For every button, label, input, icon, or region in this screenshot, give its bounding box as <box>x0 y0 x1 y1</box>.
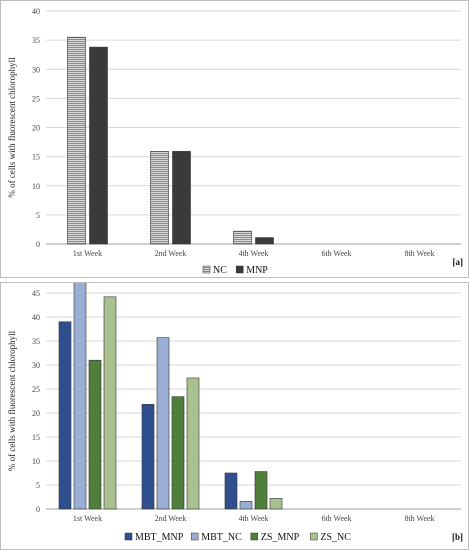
y-tick-label: 35 <box>32 36 40 45</box>
bar-mbt-mnp <box>141 404 155 510</box>
x-tick-label: 4th Week <box>238 514 268 523</box>
panel-label: [b] <box>452 532 463 542</box>
chart-panel-b: 0 5 10 15 20 25 30 35 40 45 % of cells with fluore… <box>0 282 469 550</box>
x-tick-label: 8th Week <box>404 249 434 258</box>
y-tick-label: 40 <box>32 7 40 16</box>
bar-nc <box>67 36 86 245</box>
chart-b-svg: 0 5 10 15 20 25 30 35 40 45 % of cells with fluore… <box>7 283 463 543</box>
x-tick-label: 2nd Week <box>155 514 187 523</box>
y-axis-label: % of cells with fluorescent chlorophyll <box>7 57 17 198</box>
x-tick-label: 6th Week <box>321 514 351 523</box>
y-tick-label: 40 <box>32 313 40 322</box>
panel-label: [a] <box>453 257 464 267</box>
legend-swatch <box>235 265 244 274</box>
y-tick-label: 30 <box>32 361 40 370</box>
bar-mbt-nc <box>73 283 87 510</box>
y-tick-label: 20 <box>32 409 40 418</box>
legend-label: ZS_MNP <box>261 532 300 543</box>
y-tick-label: 10 <box>32 457 40 466</box>
bar-mbt-nc <box>156 337 170 510</box>
legend-swatch <box>190 532 199 541</box>
legend-label: ZS_NC <box>320 532 351 543</box>
y-tick-label: 5 <box>36 211 40 220</box>
bar-mnp <box>255 237 274 245</box>
bar-mbt-mnp <box>58 321 72 510</box>
x-tick-label: 8th Week <box>404 514 434 523</box>
legend-label: MNP <box>246 265 268 276</box>
y-tick-label: 10 <box>32 182 40 191</box>
y-tick-label: 15 <box>32 153 40 162</box>
legend-swatch <box>250 532 259 541</box>
x-tick-label: 2nd Week <box>155 249 187 258</box>
x-tick-label: 1st Week <box>73 249 102 258</box>
bar-zs-nc <box>269 498 283 510</box>
bar-zs-nc <box>186 377 200 510</box>
legend-swatch <box>202 265 211 274</box>
y-tick-label: 0 <box>36 240 40 249</box>
bar-mbt-mnp <box>224 472 238 510</box>
bar-nc <box>150 151 169 245</box>
y-tick-label: 20 <box>32 124 40 133</box>
y-tick-label: 35 <box>32 337 40 346</box>
bar-mbt-nc <box>239 501 253 510</box>
y-tick-label: 25 <box>32 94 40 103</box>
legend-swatch <box>310 532 318 541</box>
y-tick-label: 45 <box>32 289 40 298</box>
chart-a-svg: 0 5 10 15 20 25 30 35 40 % of cells with fluoresc… <box>7 7 464 276</box>
bar-nc <box>233 230 252 245</box>
legend-swatch <box>124 532 133 541</box>
x-tick-label: 4th Week <box>238 249 268 258</box>
y-tick-label: 0 <box>36 505 40 514</box>
y-tick-label: 5 <box>36 481 40 490</box>
bar-zs-nc <box>103 296 117 510</box>
bar-zs-mnp <box>254 471 268 510</box>
bar-zs-mnp <box>171 396 185 510</box>
bar-zs-mnp <box>88 359 102 510</box>
bar-mnp <box>172 151 191 245</box>
chart-panel-a: 0 5 10 15 20 25 30 35 40 % of cells with fluoresc… <box>0 0 469 278</box>
y-tick-label: 25 <box>32 385 40 394</box>
x-tick-label: 1st Week <box>73 514 102 523</box>
y-tick-label: 15 <box>32 433 40 442</box>
y-axis-label: % of cells with fluorescent chlorophyll <box>7 330 17 471</box>
legend-label: MBT_NC <box>201 532 242 543</box>
legend-label: NC <box>213 265 227 276</box>
x-tick-label: 6th Week <box>321 249 351 258</box>
legend-label: MBT_MNP <box>135 532 184 543</box>
bar-mnp <box>89 46 108 245</box>
y-tick-label: 30 <box>32 65 40 74</box>
